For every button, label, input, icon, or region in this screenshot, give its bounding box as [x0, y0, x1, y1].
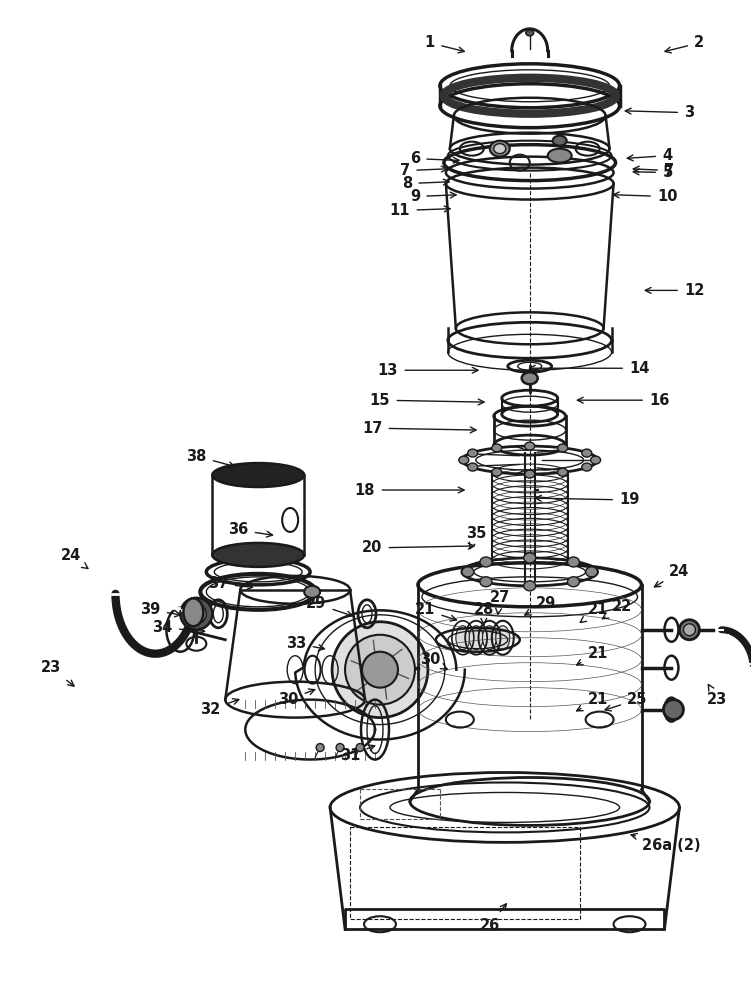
- Ellipse shape: [362, 652, 398, 688]
- Ellipse shape: [582, 449, 592, 457]
- Text: 21: 21: [414, 602, 456, 621]
- Text: 20: 20: [362, 540, 474, 555]
- Ellipse shape: [523, 553, 535, 563]
- Text: 14: 14: [529, 361, 650, 376]
- Ellipse shape: [468, 449, 478, 457]
- Ellipse shape: [459, 456, 468, 464]
- Ellipse shape: [212, 543, 304, 567]
- Ellipse shape: [492, 468, 502, 476]
- Text: 35: 35: [465, 526, 486, 549]
- Ellipse shape: [304, 586, 320, 598]
- Ellipse shape: [568, 557, 580, 567]
- Text: 4: 4: [627, 148, 672, 163]
- Text: 9: 9: [410, 189, 456, 204]
- Ellipse shape: [525, 470, 535, 478]
- Text: 26a (2): 26a (2): [631, 833, 701, 853]
- Ellipse shape: [496, 626, 510, 650]
- Text: 16: 16: [578, 393, 670, 408]
- Ellipse shape: [316, 744, 324, 752]
- Text: 27: 27: [490, 590, 510, 614]
- Ellipse shape: [558, 468, 568, 476]
- Text: 31: 31: [340, 745, 374, 763]
- Ellipse shape: [590, 456, 601, 464]
- Ellipse shape: [480, 577, 492, 587]
- Ellipse shape: [480, 557, 492, 567]
- Text: 10: 10: [614, 189, 678, 204]
- Ellipse shape: [468, 463, 478, 471]
- Ellipse shape: [183, 598, 203, 626]
- Text: 38: 38: [186, 449, 235, 468]
- Text: 30: 30: [278, 689, 315, 707]
- Ellipse shape: [684, 624, 696, 636]
- Text: 19: 19: [535, 492, 640, 508]
- Ellipse shape: [490, 141, 510, 157]
- Ellipse shape: [522, 372, 538, 384]
- Ellipse shape: [336, 744, 344, 752]
- Ellipse shape: [663, 700, 684, 720]
- Text: 24: 24: [60, 548, 88, 569]
- Ellipse shape: [332, 622, 428, 718]
- Ellipse shape: [525, 442, 535, 450]
- Text: 26: 26: [480, 904, 506, 933]
- Text: 2: 2: [665, 35, 705, 53]
- Text: 13: 13: [378, 363, 478, 378]
- Ellipse shape: [462, 567, 474, 577]
- Ellipse shape: [456, 626, 470, 650]
- Text: 12: 12: [645, 283, 705, 298]
- Text: 28: 28: [474, 602, 494, 625]
- Text: 25: 25: [605, 692, 647, 711]
- Text: 7: 7: [400, 163, 447, 178]
- Text: 22: 22: [602, 599, 632, 619]
- Text: 1: 1: [425, 35, 464, 53]
- Text: 8: 8: [402, 176, 449, 191]
- Ellipse shape: [553, 136, 567, 146]
- Ellipse shape: [469, 626, 483, 650]
- Text: 3: 3: [625, 105, 695, 120]
- Ellipse shape: [180, 598, 212, 630]
- Text: 7: 7: [633, 163, 675, 178]
- Ellipse shape: [586, 567, 598, 577]
- Text: 36: 36: [228, 522, 272, 537]
- Text: 21: 21: [577, 692, 608, 711]
- Text: 18: 18: [355, 483, 464, 498]
- Ellipse shape: [212, 463, 304, 487]
- Text: 21: 21: [581, 602, 608, 622]
- Text: 23: 23: [707, 685, 727, 707]
- Text: 11: 11: [390, 203, 450, 218]
- Text: 33: 33: [286, 636, 324, 651]
- Text: 23: 23: [41, 660, 74, 686]
- Ellipse shape: [186, 604, 206, 624]
- Text: 6: 6: [410, 151, 459, 166]
- Text: 29: 29: [306, 596, 353, 617]
- Text: 39: 39: [141, 602, 180, 617]
- Text: 5: 5: [633, 165, 672, 180]
- Text: 37: 37: [208, 576, 253, 591]
- Ellipse shape: [492, 444, 502, 452]
- Ellipse shape: [523, 581, 535, 591]
- Ellipse shape: [558, 444, 568, 452]
- Ellipse shape: [345, 635, 415, 705]
- Ellipse shape: [494, 144, 506, 154]
- Ellipse shape: [680, 620, 699, 640]
- Text: 21: 21: [577, 646, 608, 665]
- Text: 17: 17: [362, 421, 476, 436]
- Ellipse shape: [526, 30, 534, 36]
- Text: 34: 34: [152, 620, 205, 635]
- Text: 24: 24: [654, 564, 690, 587]
- Ellipse shape: [483, 626, 496, 650]
- Ellipse shape: [582, 463, 592, 471]
- Text: 30: 30: [420, 652, 447, 669]
- Ellipse shape: [356, 744, 364, 752]
- Text: 29: 29: [525, 596, 556, 615]
- Text: 32: 32: [200, 699, 239, 717]
- Ellipse shape: [568, 577, 580, 587]
- Text: 15: 15: [370, 393, 484, 408]
- Ellipse shape: [547, 149, 572, 163]
